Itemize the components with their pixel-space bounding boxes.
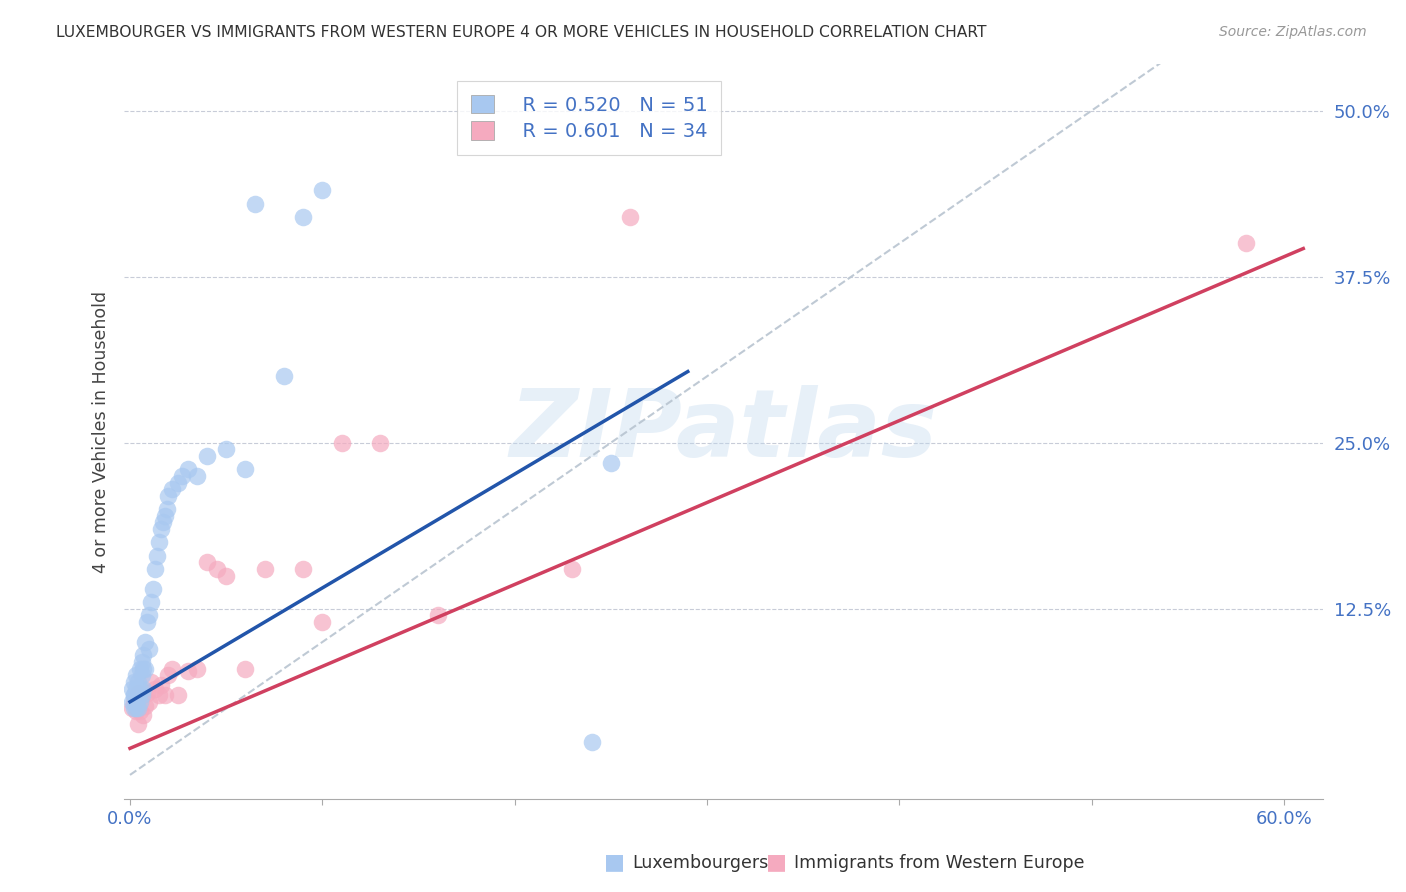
Point xyxy=(205,562,228,576)
Point xyxy=(426,608,449,623)
Point xyxy=(128,704,150,718)
Point xyxy=(170,469,193,483)
Point xyxy=(138,641,160,656)
Text: Luxembourgers: Luxembourgers xyxy=(631,855,768,872)
Point xyxy=(162,482,184,496)
Point xyxy=(138,695,160,709)
Point xyxy=(167,475,190,490)
Point xyxy=(311,615,333,629)
Legend:   R = 0.520   N = 51,   R = 0.601   N = 34: R = 0.520 N = 51, R = 0.601 N = 34 xyxy=(457,81,721,155)
Text: Immigrants from Western Europe: Immigrants from Western Europe xyxy=(793,855,1084,872)
Point xyxy=(153,688,176,702)
Point xyxy=(292,562,315,576)
Point xyxy=(131,688,153,702)
Point xyxy=(311,183,333,197)
Point xyxy=(157,668,180,682)
Point xyxy=(128,681,150,696)
Point xyxy=(561,562,583,576)
Point xyxy=(131,655,153,669)
Point xyxy=(195,555,218,569)
Point xyxy=(143,562,166,576)
Point xyxy=(1234,236,1257,251)
Point xyxy=(125,681,148,696)
Text: ■: ■ xyxy=(766,853,786,872)
Point xyxy=(215,568,238,582)
Point xyxy=(176,665,198,679)
Point xyxy=(125,668,148,682)
Point xyxy=(121,695,143,709)
Point xyxy=(125,695,148,709)
Point xyxy=(125,704,148,718)
Point xyxy=(132,662,155,676)
Text: Source: ZipAtlas.com: Source: ZipAtlas.com xyxy=(1219,25,1367,39)
Point xyxy=(186,469,208,483)
Point xyxy=(121,701,143,715)
Point xyxy=(131,668,153,682)
Point xyxy=(138,608,160,623)
Y-axis label: 4 or more Vehicles in Household: 4 or more Vehicles in Household xyxy=(93,291,110,573)
Point xyxy=(146,549,169,563)
Point xyxy=(127,701,149,715)
Point xyxy=(141,674,163,689)
Point xyxy=(273,369,295,384)
Point xyxy=(121,681,143,696)
Point xyxy=(127,674,149,689)
Text: ■: ■ xyxy=(605,853,624,872)
Point xyxy=(253,562,276,576)
Point xyxy=(162,662,184,676)
Point xyxy=(136,685,159,699)
Point xyxy=(132,681,155,696)
Point xyxy=(122,701,145,715)
Point xyxy=(122,688,145,702)
Point xyxy=(128,695,150,709)
Point xyxy=(131,688,153,702)
Point xyxy=(368,435,391,450)
Text: ZIPatlas: ZIPatlas xyxy=(509,385,938,477)
Point xyxy=(155,502,177,516)
Point xyxy=(581,734,603,748)
Point xyxy=(127,685,149,699)
Point xyxy=(619,210,641,224)
Point xyxy=(128,662,150,676)
Point xyxy=(167,688,190,702)
Point xyxy=(142,582,165,596)
Point xyxy=(143,681,166,696)
Point xyxy=(134,698,156,713)
Point xyxy=(215,442,238,457)
Point xyxy=(149,522,172,536)
Point xyxy=(235,662,257,676)
Point xyxy=(148,688,170,702)
Point xyxy=(127,717,149,731)
Point xyxy=(134,662,156,676)
Point xyxy=(122,688,145,702)
Point xyxy=(141,595,163,609)
Point xyxy=(599,456,621,470)
Point xyxy=(152,516,174,530)
Point xyxy=(149,677,172,691)
Point xyxy=(186,662,208,676)
Point xyxy=(195,449,218,463)
Point xyxy=(134,635,156,649)
Point xyxy=(330,435,353,450)
Point xyxy=(243,196,266,211)
Point xyxy=(176,462,198,476)
Point xyxy=(292,210,315,224)
Point xyxy=(235,462,257,476)
Point xyxy=(153,508,176,523)
Point xyxy=(122,674,145,689)
Point xyxy=(127,688,149,702)
Point xyxy=(132,708,155,723)
Point xyxy=(136,615,159,629)
Point xyxy=(125,701,148,715)
Point xyxy=(122,695,145,709)
Point xyxy=(132,648,155,663)
Text: LUXEMBOURGER VS IMMIGRANTS FROM WESTERN EUROPE 4 OR MORE VEHICLES IN HOUSEHOLD C: LUXEMBOURGER VS IMMIGRANTS FROM WESTERN … xyxy=(56,25,987,40)
Point xyxy=(148,535,170,549)
Point xyxy=(157,489,180,503)
